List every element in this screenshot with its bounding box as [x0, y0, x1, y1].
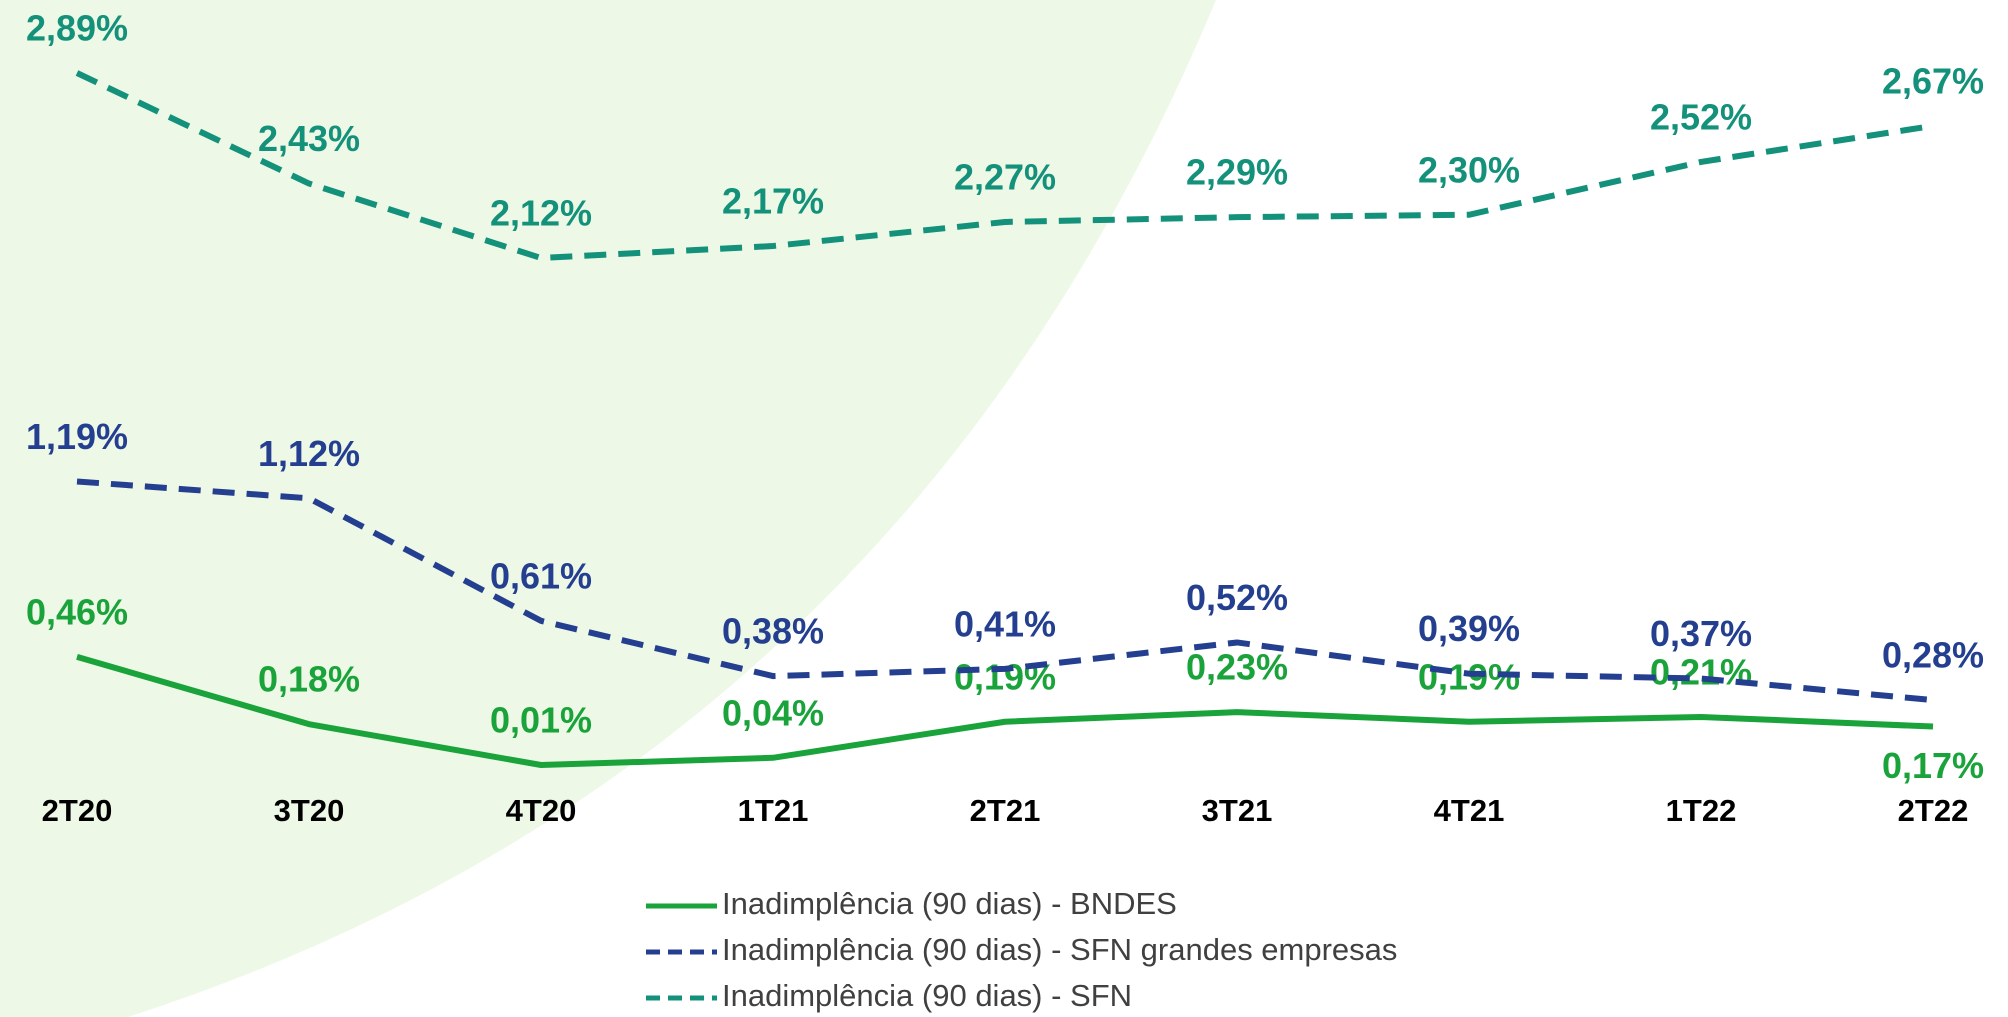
legend-label: Inadimplência (90 dias) - BNDES [722, 886, 1177, 921]
data-label: 0,41% [954, 603, 1056, 644]
data-label: 1,12% [258, 433, 360, 474]
x-tick-label: 1T22 [1666, 793, 1737, 828]
x-tick-label: 2T21 [970, 793, 1041, 828]
data-label: 0,01% [490, 700, 592, 741]
series-line [75, 70, 1934, 262]
data-label: 0,46% [26, 591, 128, 632]
background-shape [0, 0, 1216, 1017]
x-tick-label: 3T20 [274, 793, 345, 828]
data-label: 0,52% [1186, 577, 1288, 618]
x-tick-label: 4T21 [1434, 793, 1505, 828]
data-label: 0,28% [1882, 635, 1984, 676]
data-label: 0,18% [258, 659, 360, 700]
data-label: 2,12% [490, 193, 592, 234]
data-label: 1,19% [26, 416, 128, 457]
legend-label: Inadimplência (90 dias) - SFN grandes em… [722, 932, 1397, 967]
data-label: 0,38% [722, 611, 824, 652]
series-line [76, 478, 1934, 704]
x-tick-label: 4T20 [506, 793, 577, 828]
data-label: 0,23% [1186, 647, 1288, 688]
data-label: 2,43% [258, 118, 360, 159]
data-label: 2,30% [1418, 149, 1520, 190]
x-tick-label: 2T20 [42, 793, 113, 828]
series-line [76, 653, 1934, 768]
data-label: 0,39% [1418, 608, 1520, 649]
x-tick-label: 3T21 [1202, 793, 1273, 828]
data-label: 2,29% [1186, 152, 1288, 193]
data-label: 2,27% [954, 156, 1056, 197]
data-label: 0,04% [722, 692, 824, 733]
data-label: 2,89% [26, 8, 128, 49]
data-label: 0,37% [1650, 613, 1752, 654]
data-label: 0,17% [1882, 745, 1984, 786]
data-label: 2,17% [722, 181, 824, 222]
data-label: 2,67% [1882, 60, 1984, 101]
x-tick-label: 1T21 [738, 793, 809, 828]
legend-label: Inadimplência (90 dias) - SFN [722, 978, 1132, 1013]
data-label: 0,61% [490, 555, 592, 596]
data-label: 2,52% [1650, 96, 1752, 137]
x-tick-label: 2T22 [1898, 793, 1969, 828]
data-label: 0,21% [1650, 651, 1752, 692]
